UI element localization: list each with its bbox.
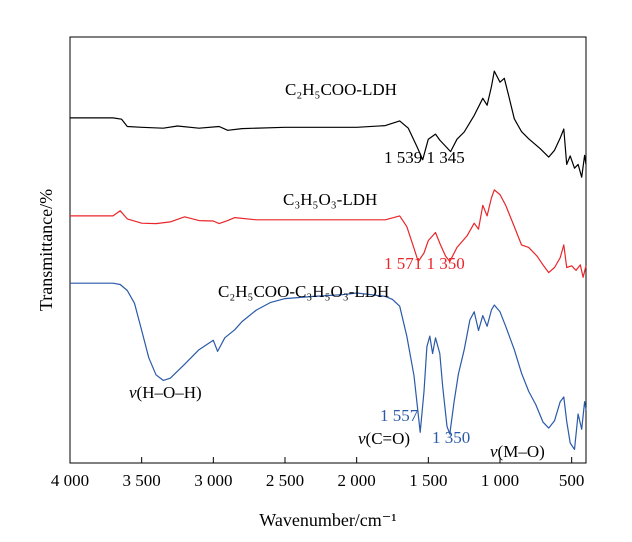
y-axis-label: Transmittance/% [36, 189, 56, 311]
annotation-m-o: v(M–O) [490, 442, 545, 461]
x-axis-ticks: 4 000 3 500 3 000 2 500 2 000 1 500 1 000 500 [51, 457, 585, 490]
annotation-m-o-nu: v [490, 442, 498, 461]
series-line-mixed [70, 282, 587, 450]
annotation-h-o-h-nu: v [129, 383, 137, 402]
x-axis-label: Wavenumber/cm⁻¹ [259, 510, 396, 530]
annotation-m-o-text: (M–O) [498, 442, 545, 461]
x-tick-label: 2 000 [338, 471, 376, 490]
x-tick-label: 4 000 [51, 471, 89, 490]
x-tick-label: 3 500 [123, 471, 161, 490]
x-tick-label: 2 500 [266, 471, 304, 490]
plot-frame [69, 36, 587, 464]
annotation-c-o-nu: v [358, 429, 366, 448]
series-label-mixed: C₂H₅COO-C₃H₅O₃-LDH [218, 282, 389, 301]
series-line-lactate [70, 189, 587, 278]
x-tick-label: 1 000 [481, 471, 519, 490]
annotation-h-o-h-text: (H–O–H) [137, 383, 202, 402]
peak-label-red: 1 571 1 350 [384, 254, 465, 273]
x-tick-label: 1 500 [409, 471, 447, 490]
series-label-propionate: C₂H₅COO-LDH [285, 80, 397, 99]
peak-label-blue-1557: 1 557 [380, 406, 419, 425]
x-tick-label: 500 [559, 471, 585, 490]
annotation-c-o: v(C=O) [358, 429, 410, 448]
peak-label-blue-1350: 1 350 [432, 428, 470, 447]
x-tick-label: 3 000 [194, 471, 232, 490]
peak-label-black: 1 539 1 345 [384, 148, 465, 167]
series-line-propionate [70, 70, 587, 178]
annotation-c-o-text: (C=O) [366, 429, 411, 448]
annotation-h-o-h: v(H–O–H) [129, 383, 202, 402]
spectrum-curves [70, 70, 587, 450]
series-label-lactate: C₃H₅O₃-LDH [283, 190, 377, 209]
